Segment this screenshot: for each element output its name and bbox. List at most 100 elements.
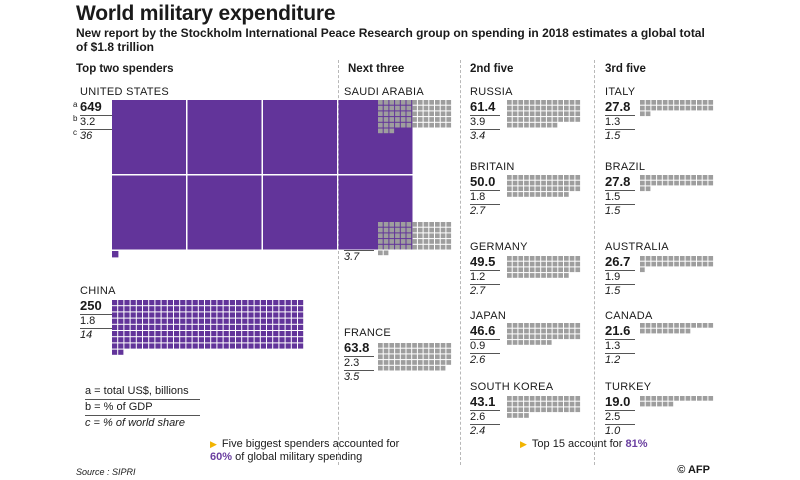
waffle-square-japan (524, 328, 529, 334)
waffle-square-china (229, 318, 235, 324)
waffle-square-india (378, 250, 383, 256)
waffle-square-germany (529, 273, 535, 278)
waffle-square-india (383, 233, 389, 239)
waffle-square-india (446, 244, 452, 250)
waffle-square-india (400, 227, 406, 233)
chart-subtitle: New report by the Stockholm Internationa… (76, 26, 705, 54)
waffle-square-canada (685, 323, 691, 328)
waffle-square-russia (518, 111, 524, 117)
waffle-square-russia (552, 122, 558, 128)
waffle-square-china (254, 324, 260, 330)
world-share-south-korea: 2.4 (470, 425, 486, 437)
legend-divider (85, 415, 200, 416)
waffle-square-france (406, 365, 412, 371)
waffle-square-china (291, 300, 297, 306)
waffle-square-turkey (702, 396, 708, 401)
waffle-square-germany (564, 267, 569, 273)
waffle-square-japan (512, 328, 518, 334)
waffle-square-india (440, 239, 446, 244)
waffle-square-russia (552, 111, 558, 117)
waffle-square-russia (541, 122, 546, 128)
waffle-square-china (285, 300, 291, 306)
waffle-square-france (400, 360, 406, 365)
waffle-square-china (149, 312, 155, 318)
waffle-square-italy (657, 105, 662, 111)
waffle-square-china (279, 343, 285, 349)
waffle-square-germany (558, 267, 563, 273)
waffle-square-russia (546, 105, 552, 111)
waffle-square-india (423, 222, 429, 227)
waffle-square-china (205, 300, 211, 306)
gdp-share-france: 2.3 (344, 357, 360, 369)
waffle-square-russia (569, 117, 575, 122)
waffle-square-china (254, 300, 260, 306)
waffle-square-japan (546, 328, 552, 334)
waffle-square-china (112, 349, 118, 355)
waffle-square-brazil (702, 175, 708, 180)
waffle-square-saudi-arabia (429, 105, 434, 111)
waffle-square-turkey (691, 396, 696, 401)
waffle-square-china (260, 331, 266, 337)
waffle-square-japan (564, 328, 569, 334)
waffle-square-britain (541, 180, 546, 186)
waffle-square-brazil (708, 175, 714, 180)
waffle-square-china (124, 318, 130, 324)
column-header-second-five: 2nd five (470, 63, 514, 75)
waffle-square-china (192, 300, 198, 306)
waffle-square-brazil (645, 180, 651, 186)
waffle-square-france (400, 354, 406, 360)
stat-divider (470, 204, 500, 205)
gdp-share-south-korea: 2.6 (470, 411, 486, 423)
waffle-square-china (136, 337, 142, 343)
waffle-square-china (118, 300, 124, 306)
waffle-square-china (267, 300, 273, 306)
world-share-russia: 3.4 (470, 130, 486, 142)
waffle-square-china (155, 306, 161, 312)
waffle-square-italy (702, 105, 708, 111)
waffle-square-india (400, 239, 406, 244)
total-value-britain: 50.0 (470, 174, 496, 189)
waffle-square-france (389, 360, 395, 365)
waffle-square-russia (541, 111, 546, 117)
country-name-saudi-arabia: SAUDI ARABIA (344, 86, 425, 98)
waffle-square-india (383, 222, 389, 227)
waffle-square-brazil (702, 180, 708, 186)
waffle-square-japan (518, 334, 524, 340)
waffle-square-south-korea (512, 413, 518, 418)
waffle-square-russia (552, 100, 558, 105)
waffle-square-china (217, 337, 223, 343)
waffle-square-china (260, 312, 266, 318)
waffle-square-saudi-arabia (446, 111, 452, 117)
waffle-square-south-korea (518, 396, 524, 401)
waffle-square-brazil (640, 186, 645, 192)
waffle-square-britain (558, 180, 563, 186)
waffle-square-saudi-arabia (383, 117, 389, 122)
waffle-square-china (248, 331, 254, 337)
waffle-square-russia (529, 105, 535, 111)
waffle-square-canada (674, 328, 679, 334)
waffle-square-china (186, 318, 192, 324)
waffle-square-britain (512, 186, 518, 192)
waffle-square-germany (564, 273, 569, 278)
waffle-square-russia (524, 122, 529, 128)
waffle-square-china (279, 331, 285, 337)
waffle-square-australia (708, 256, 714, 261)
world-share-india: 3.7 (344, 251, 360, 263)
waffle-square-germany (575, 256, 581, 261)
world-share-japan: 2.6 (470, 354, 486, 366)
waffle-square-france (383, 360, 389, 365)
waffle-square-japan (564, 323, 569, 328)
waffle-square-japan (569, 334, 575, 340)
waffle-square-china (273, 331, 279, 337)
waffle-square-canada (657, 328, 662, 334)
world-share-china: 14 (80, 329, 93, 341)
waffle-square-brazil (662, 175, 668, 180)
waffle-square-france (383, 348, 389, 354)
waffle-square-france (412, 354, 417, 360)
waffle-square-russia (535, 100, 541, 105)
waffle-square-china (161, 312, 167, 318)
waffle-square-russia (569, 105, 575, 111)
waffle-square-china (130, 343, 136, 349)
waffle-square-italy (697, 105, 702, 111)
waffle-square-canada (651, 323, 657, 328)
